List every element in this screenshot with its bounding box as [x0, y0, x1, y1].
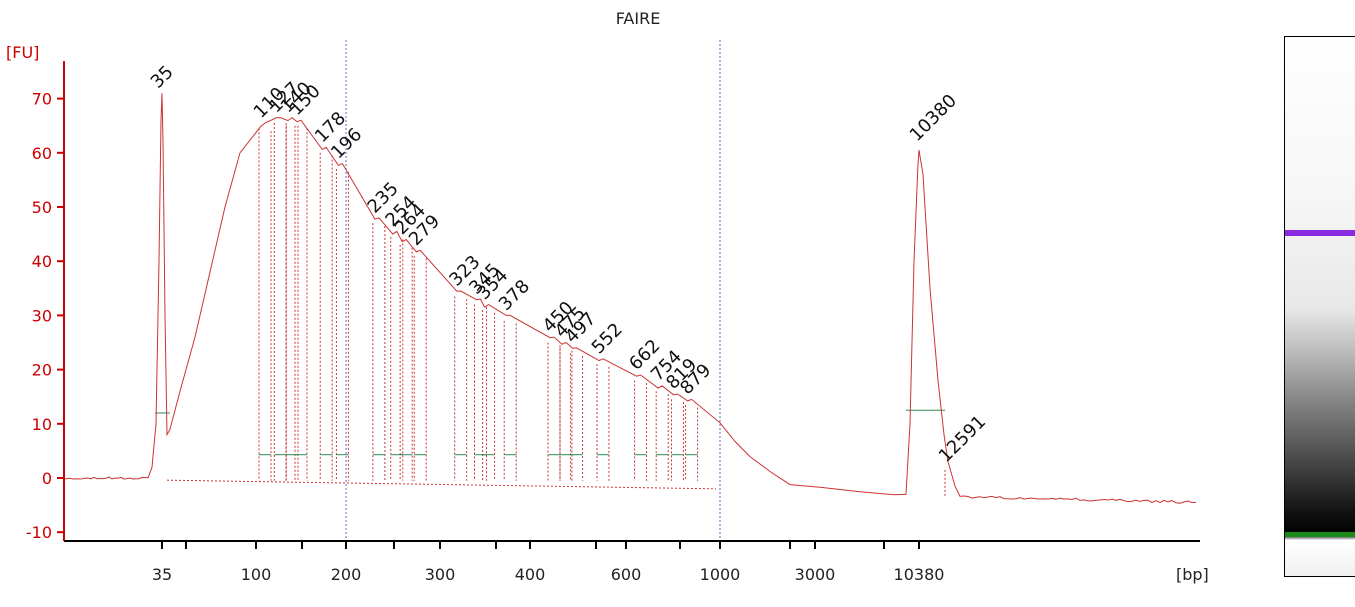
peak-labels: 3510380110127140150178196235254264279323…: [147, 62, 990, 467]
guide-lines: [345, 40, 721, 541]
smear-floor-line: [166, 479, 717, 490]
gel-image: [1284, 36, 1355, 577]
y-tick-label: 70: [32, 90, 52, 109]
y-tick-label: 60: [32, 144, 52, 163]
x-tick-label: 3000: [795, 565, 836, 584]
x-axis: 35 100 200 300 400 600 1000 3000 10380: [64, 540, 1200, 584]
y-tick-label: 0: [42, 469, 52, 488]
x-tick-label: 100: [241, 565, 272, 584]
y-tick-label: 50: [32, 198, 52, 217]
upper-marker-label: 10380: [906, 90, 961, 145]
trace-line: [63, 93, 1197, 504]
gel-upper-marker-band: [1285, 230, 1355, 236]
x-tick-label: 10380: [894, 565, 945, 584]
peak-baselines: [155, 409, 945, 456]
y-tick-label: 40: [32, 252, 52, 271]
x-tick-label: 1000: [700, 565, 741, 584]
x-tick-label: 400: [515, 565, 546, 584]
x-tick-label: 200: [331, 565, 362, 584]
lower-marker-label: 35: [147, 62, 178, 93]
y-axis: -10 0 10 20 30 40 50 60 70: [26, 61, 65, 542]
y-tick-label: 20: [32, 361, 52, 380]
x-tick-label: 35: [152, 565, 172, 584]
y-axis-label: [FU]: [6, 43, 39, 62]
x-tick-label: 600: [611, 565, 642, 584]
peak-boundary-lines: [166, 122, 946, 497]
y-tick-label: 30: [32, 306, 52, 325]
gel-lane: [1285, 37, 1355, 576]
peak-label: 12591: [935, 411, 990, 466]
gel-smear: [1285, 37, 1355, 576]
gel-lower-marker-band: [1285, 532, 1355, 537]
chart-title: FAIRE: [616, 9, 661, 28]
electropherogram-chart: FAIRE [FU] [bp] -10 0 10 20 30 40 50 60 70 35 100…: [6, 9, 1209, 584]
y-tick-label: -10: [26, 523, 52, 542]
y-tick-label: 10: [32, 415, 52, 434]
x-tick-label: 300: [425, 565, 456, 584]
x-axis-label: [bp]: [1176, 565, 1209, 584]
